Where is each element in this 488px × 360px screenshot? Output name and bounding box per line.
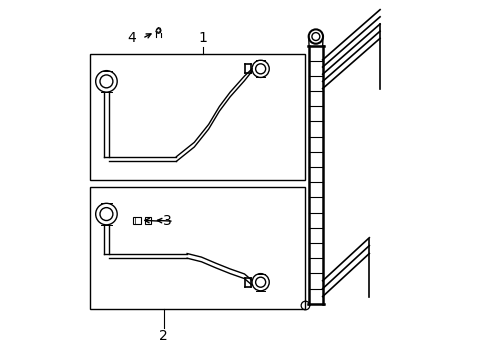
Text: 2: 2: [159, 329, 168, 343]
Bar: [90, 54, 305, 180]
Bar: [132, 217, 140, 224]
Bar: [90, 187, 305, 309]
Bar: [145, 217, 151, 224]
Text: 4: 4: [127, 31, 136, 45]
Text: 3: 3: [163, 214, 171, 228]
Text: 1: 1: [199, 31, 207, 45]
